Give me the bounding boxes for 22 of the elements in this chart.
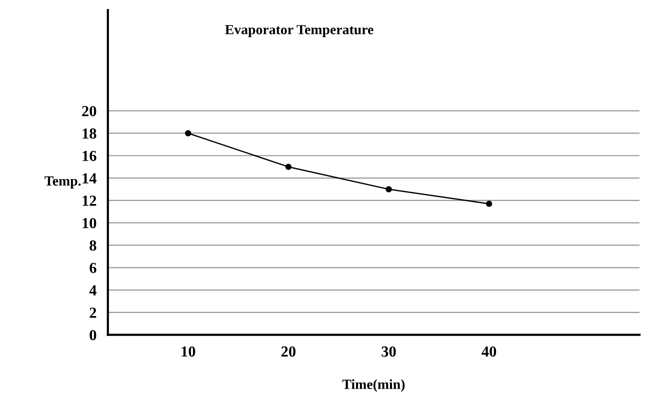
y-tick-label: 0 [90, 330, 96, 340]
point [486, 200, 492, 207]
y-tick-label: 8 [90, 240, 96, 251]
x-tick-label: 10 [182, 346, 196, 357]
y-tick-label: 18 [82, 128, 96, 139]
y-tick-label: 12 [82, 196, 96, 206]
y-tick-label: 6 [90, 262, 96, 274]
y-tick-label: 16 [82, 150, 96, 162]
x-tick-label: 40 [482, 346, 496, 357]
y-tick-label: 20 [82, 106, 96, 116]
y-tick-label: 14 [82, 173, 96, 184]
y-tick-label: 2 [90, 308, 96, 318]
y-axis-title: Temp. [44, 176, 81, 188]
y-tick-label: 4 [89, 285, 96, 296]
x-axis-title: Time(min) [342, 379, 405, 392]
text: Evaporator Temperature [225, 25, 374, 38]
point [185, 130, 192, 136]
point [386, 186, 392, 192]
y-tick-label: 10 [82, 218, 96, 228]
x-tick-label: 20 [281, 346, 296, 357]
point [285, 164, 292, 170]
x-tick-label: 30 [382, 346, 396, 357]
